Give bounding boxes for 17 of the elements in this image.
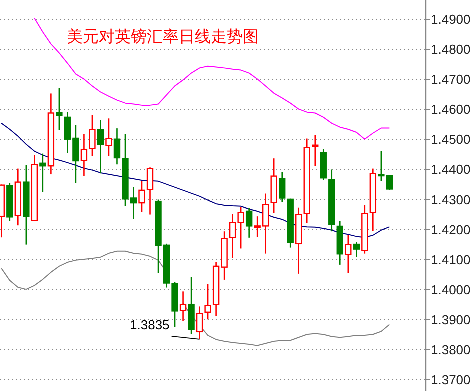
line-series bbox=[1, 122, 390, 238]
y-tick-label: 1.3800 bbox=[431, 342, 471, 358]
y-tick-label: 1.4700 bbox=[431, 72, 471, 88]
y-tick-label: 1.3700 bbox=[431, 372, 471, 388]
y-tick-label: 1.4400 bbox=[431, 162, 471, 178]
y-tick-label: 1.4500 bbox=[431, 132, 471, 148]
annotation: 1.3835 bbox=[130, 317, 170, 332]
y-tick-label: 1.4000 bbox=[431, 282, 471, 298]
y-tick-label: 1.4800 bbox=[431, 42, 471, 58]
line-series bbox=[34, 18, 390, 140]
y-tick-label: 1.4900 bbox=[431, 12, 471, 28]
y-tick-label: 1.4200 bbox=[431, 222, 471, 238]
y-tick-label: 1.4600 bbox=[431, 102, 471, 118]
y-tick-label: 1.4300 bbox=[431, 192, 471, 208]
y-tick-label: 1.4100 bbox=[431, 252, 471, 268]
text: 美元对英镑汇率日线走势图 bbox=[67, 27, 259, 46]
y-tick-label: 1.3900 bbox=[431, 312, 471, 328]
